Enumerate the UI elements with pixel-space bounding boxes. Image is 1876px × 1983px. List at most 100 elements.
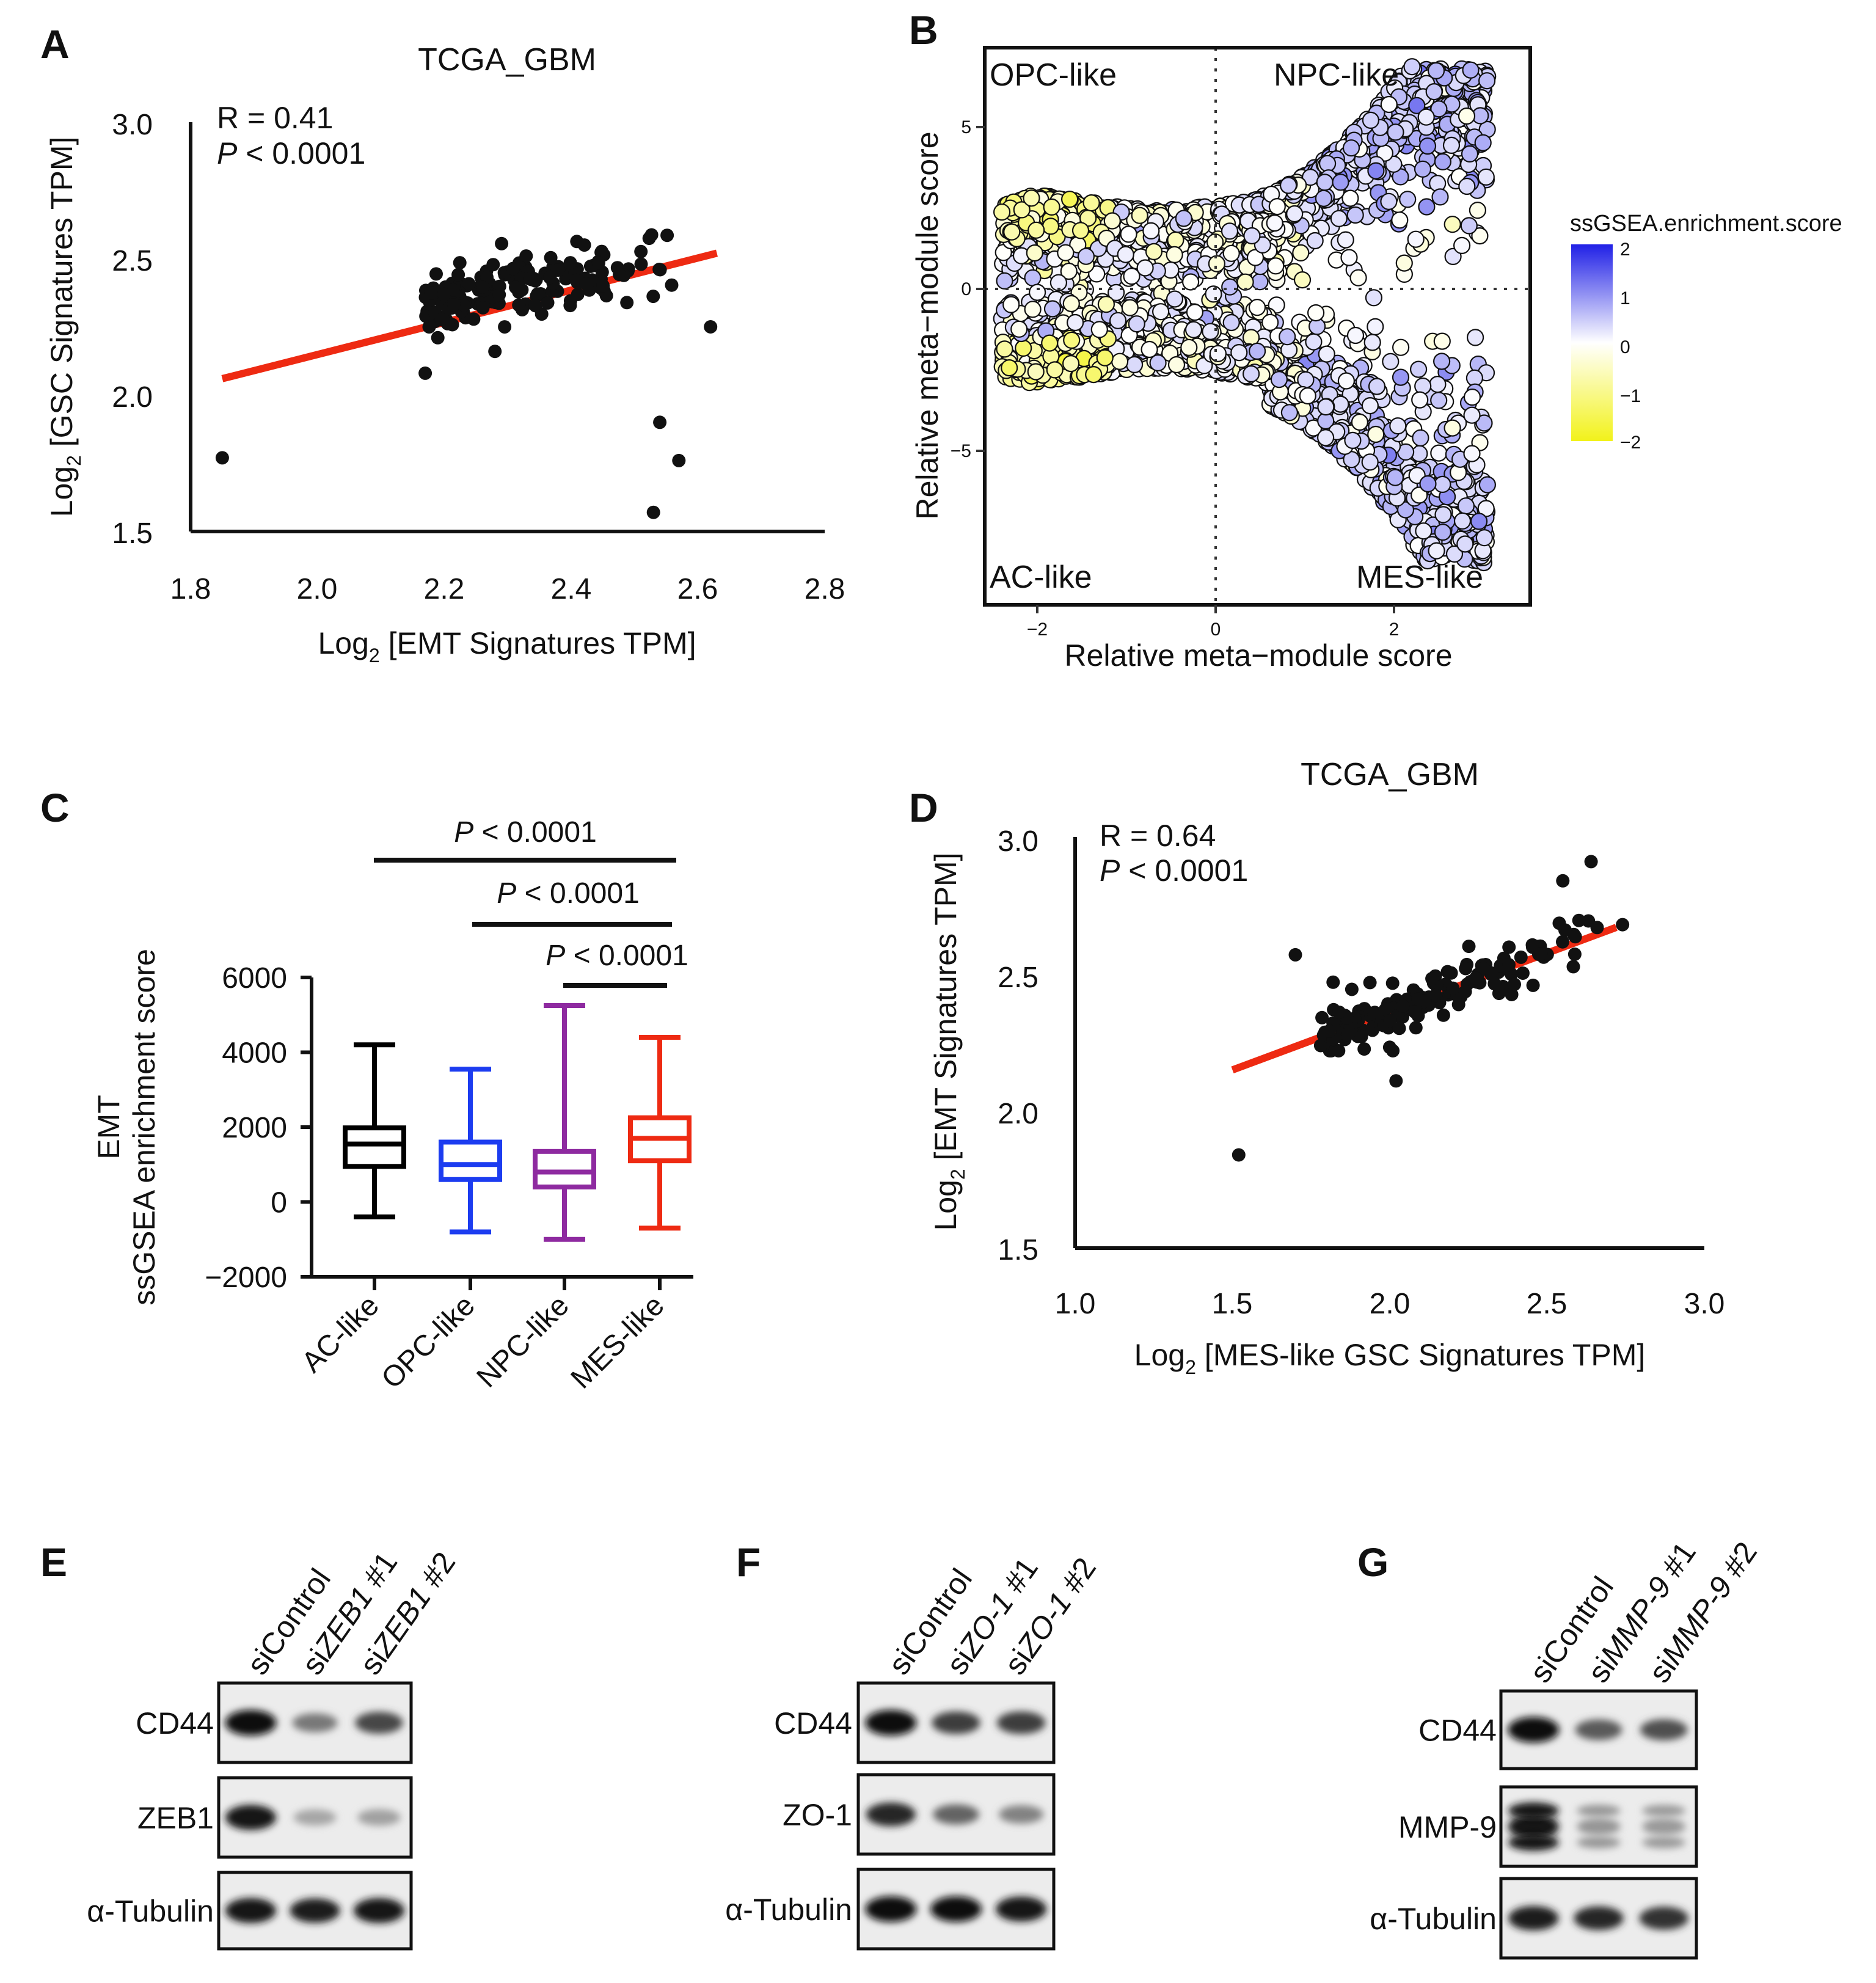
scatter-point [544, 250, 558, 265]
blot-row-zo-1: ZO-1 [783, 1773, 1056, 1856]
cell-point [1367, 425, 1385, 444]
cell-point [1418, 198, 1436, 216]
cell-point [1085, 365, 1103, 384]
cell-point [1434, 153, 1451, 170]
panel-b-xtick: 2 [1389, 619, 1400, 640]
cell-point [1429, 375, 1447, 393]
cell-point [1411, 391, 1429, 409]
panel-c-ytick: 2000 [222, 1112, 287, 1144]
scatter-point [577, 238, 591, 252]
cell-point [1456, 535, 1474, 553]
cell-point [1417, 108, 1435, 126]
panel-c-y-ticks: 6000 4000 2000 0 −2000 [205, 962, 312, 1294]
panel-a-xtick: 2.6 [677, 573, 718, 605]
blot-row-label: MMP-9 [1398, 1810, 1497, 1844]
scatter-point [457, 298, 471, 312]
scatter-point [672, 453, 686, 467]
panel-d-points [1232, 855, 1630, 1162]
scatter-point [1436, 1008, 1450, 1022]
scatter-point [1389, 1074, 1403, 1088]
blot-band [290, 1898, 340, 1923]
scatter-point [429, 267, 443, 281]
cell-point [1307, 304, 1325, 322]
panel-b-color-scale [1571, 244, 1613, 441]
panel-b-x-ticks: −2 0 2 [1027, 605, 1399, 640]
cell-point [1071, 222, 1090, 239]
scatter-point [1386, 1044, 1400, 1057]
scatter-point [642, 232, 656, 246]
scatter-point [1556, 935, 1569, 949]
panel-c-significance-brackets: P < 0.0001 P < 0.0001 P < 0.0001 [374, 816, 688, 988]
scatter-point [1357, 1042, 1371, 1056]
panel-a-y-label: Log2 [GSC Signatures TPM] [45, 137, 85, 517]
cell-point [1097, 296, 1115, 313]
cell-point [1181, 273, 1200, 291]
scatter-point [1315, 1010, 1329, 1024]
scatter-point [1552, 916, 1566, 930]
blot-band [996, 1711, 1046, 1734]
cell-point [1120, 225, 1137, 243]
scatter-point [563, 256, 577, 270]
cell-point [1434, 506, 1452, 524]
scatter-point [1429, 988, 1443, 1002]
panel-b-legend-tick: −2 [1620, 433, 1641, 453]
cell-point [1425, 83, 1443, 101]
scatter-point [1418, 994, 1432, 1007]
scatter-point [509, 280, 522, 294]
cell-point [1346, 326, 1365, 345]
blot-band [933, 1804, 979, 1825]
scatter-point [1566, 960, 1580, 974]
cell-point [1111, 352, 1129, 370]
panel-a-ytick: 1.5 [112, 517, 153, 550]
cell-point [1024, 269, 1042, 287]
panel-a-x-label: Log2 [EMT Signatures TPM] [318, 626, 696, 666]
scatter-point [467, 312, 481, 326]
cell-point [1349, 269, 1367, 287]
cell-point [1167, 231, 1184, 249]
cell-point [1319, 155, 1337, 172]
panel-b-legend-title: ssGSEA.enrichment.score [1570, 211, 1842, 236]
panel-a-xtick: 2.0 [297, 573, 338, 605]
scatter-point [620, 296, 634, 310]
cell-point [1380, 192, 1398, 210]
cell-point [1180, 338, 1198, 356]
blot-band [1508, 1814, 1559, 1839]
scatter-point [1556, 874, 1570, 888]
significance-label: P < 0.0001 [454, 816, 597, 849]
blot-band [225, 1898, 277, 1923]
cell-point [1221, 278, 1239, 296]
cell-point [1002, 296, 1020, 313]
cell-point [1430, 100, 1448, 118]
cell-point [1082, 194, 1100, 212]
cell-point [1266, 214, 1283, 232]
cell-point [1344, 431, 1362, 450]
scatter-point [1462, 940, 1476, 954]
scatter-point [591, 256, 605, 270]
scatter-point [1476, 962, 1491, 976]
cell-point [1249, 342, 1266, 360]
cell-point [1167, 356, 1186, 374]
cell-point [1268, 198, 1286, 216]
cell-point [1293, 271, 1312, 289]
scatter-point [634, 257, 648, 271]
cell-point [1184, 321, 1203, 338]
scatter-point [488, 345, 502, 359]
cell-point [1445, 545, 1464, 563]
cell-point [1166, 290, 1184, 308]
cell-point [1318, 345, 1335, 363]
cell-point [1205, 285, 1222, 303]
scatter-point [1378, 1002, 1392, 1017]
blot-band [1577, 1836, 1621, 1849]
panel-d-y-ticks: 1.5 2.0 2.5 3.0 [998, 825, 1038, 1266]
panel-b-ytick: −5 [951, 441, 971, 461]
cell-point [1317, 429, 1335, 447]
blot-row-label: CD44 [774, 1706, 852, 1740]
cell-point [1458, 177, 1476, 195]
cell-point [1414, 160, 1432, 178]
panel-b-frame [983, 46, 1532, 607]
blot-band [357, 1809, 401, 1826]
cell-point [1380, 95, 1398, 114]
